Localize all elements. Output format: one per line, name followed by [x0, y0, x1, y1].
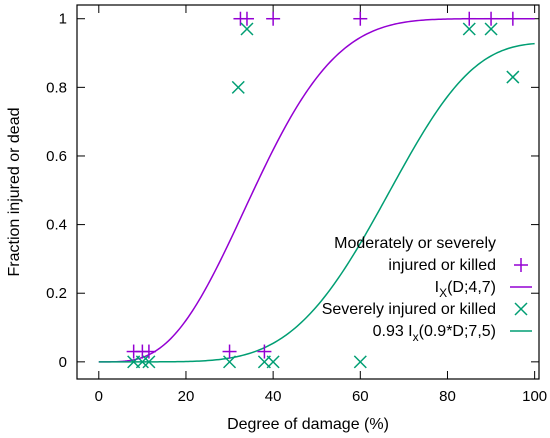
legend-label-subscript: x: [413, 330, 419, 344]
cross-marker: [462, 22, 476, 36]
plus-marker: [222, 344, 237, 359]
legend-label: injured or killed: [388, 257, 496, 274]
cross-marker: [266, 355, 280, 369]
cross-marker: [484, 22, 498, 36]
x-tick-label: 0: [95, 388, 103, 405]
cross-stroke-b: [142, 355, 156, 369]
legend-label-main: 0.93 I: [373, 323, 413, 340]
cross-stroke-b: [231, 80, 245, 94]
y-tick-label: 0: [59, 354, 67, 371]
legend-sample-cross: [514, 302, 528, 316]
x-tick-label: 60: [352, 388, 369, 405]
plus-marker: [257, 344, 272, 359]
y-tick-label: 1: [59, 11, 67, 28]
cross-stroke-b: [462, 22, 476, 36]
cross-stroke-b: [506, 70, 520, 84]
curve-series-3: [98, 42, 535, 363]
legend-label-rest: (D;4,7): [447, 279, 496, 296]
legend-label: Moderately or severely: [334, 235, 496, 252]
curve-series-1: [98, 17, 535, 363]
legend-label: 0.93 Ix(0.9*D;7,5): [373, 323, 496, 344]
legend-label: Severely injured or killed: [322, 301, 496, 318]
cross-marker: [223, 355, 237, 369]
cross-stroke-b: [223, 355, 237, 369]
legend-label-subscript: X: [439, 286, 447, 300]
plus-marker: [484, 11, 499, 26]
plus-marker: [141, 344, 156, 359]
cross-stroke-b: [484, 22, 498, 36]
cross-marker: [353, 355, 367, 369]
plus-marker: [239, 11, 254, 26]
cross-stroke-b: [353, 355, 367, 369]
cross-marker: [135, 355, 149, 369]
y-tick-label: 0.6: [46, 148, 67, 165]
cross-stroke-b: [240, 22, 254, 36]
plus-marker: [353, 11, 368, 26]
plus-marker: [266, 11, 281, 26]
cross-marker: [506, 70, 520, 84]
x-axis-label: Degree of damage (%): [227, 416, 389, 433]
y-tick-label: 0.4: [46, 217, 67, 234]
x-tick-label: 40: [265, 388, 282, 405]
legend-label-main: I: [435, 279, 439, 296]
x-tick-label: 20: [178, 388, 195, 405]
cross-marker: [142, 355, 156, 369]
plot-frame: [76, 4, 540, 380]
y-axis-label: Fraction injured or dead: [6, 108, 23, 277]
cross-stroke-b: [266, 355, 280, 369]
legend: Moderately or severely injured or killed I…: [322, 235, 532, 344]
x-tick-label: 100: [522, 388, 547, 405]
y-tick-label: 0.8: [46, 79, 67, 96]
legend-sample-plus: [514, 258, 528, 272]
axis-ticks: 0 20 40 60 80 100 0 0.2 0.4 0.6 0.8 1: [46, 5, 547, 405]
legend-label: IX(D;4,7): [435, 279, 496, 300]
y-tick-label: 0.2: [46, 285, 67, 302]
x-tick-label: 80: [439, 388, 456, 405]
data-markers: [126, 11, 520, 369]
cross-stroke-b: [514, 302, 528, 316]
cross-stroke-b: [135, 355, 149, 369]
legend-label-rest: (0.9*D;7,5): [419, 323, 496, 340]
cross-marker: [240, 22, 254, 36]
plus-marker: [462, 11, 477, 26]
plus-marker: [505, 11, 520, 26]
cross-marker: [231, 80, 245, 94]
curves: [98, 17, 535, 363]
